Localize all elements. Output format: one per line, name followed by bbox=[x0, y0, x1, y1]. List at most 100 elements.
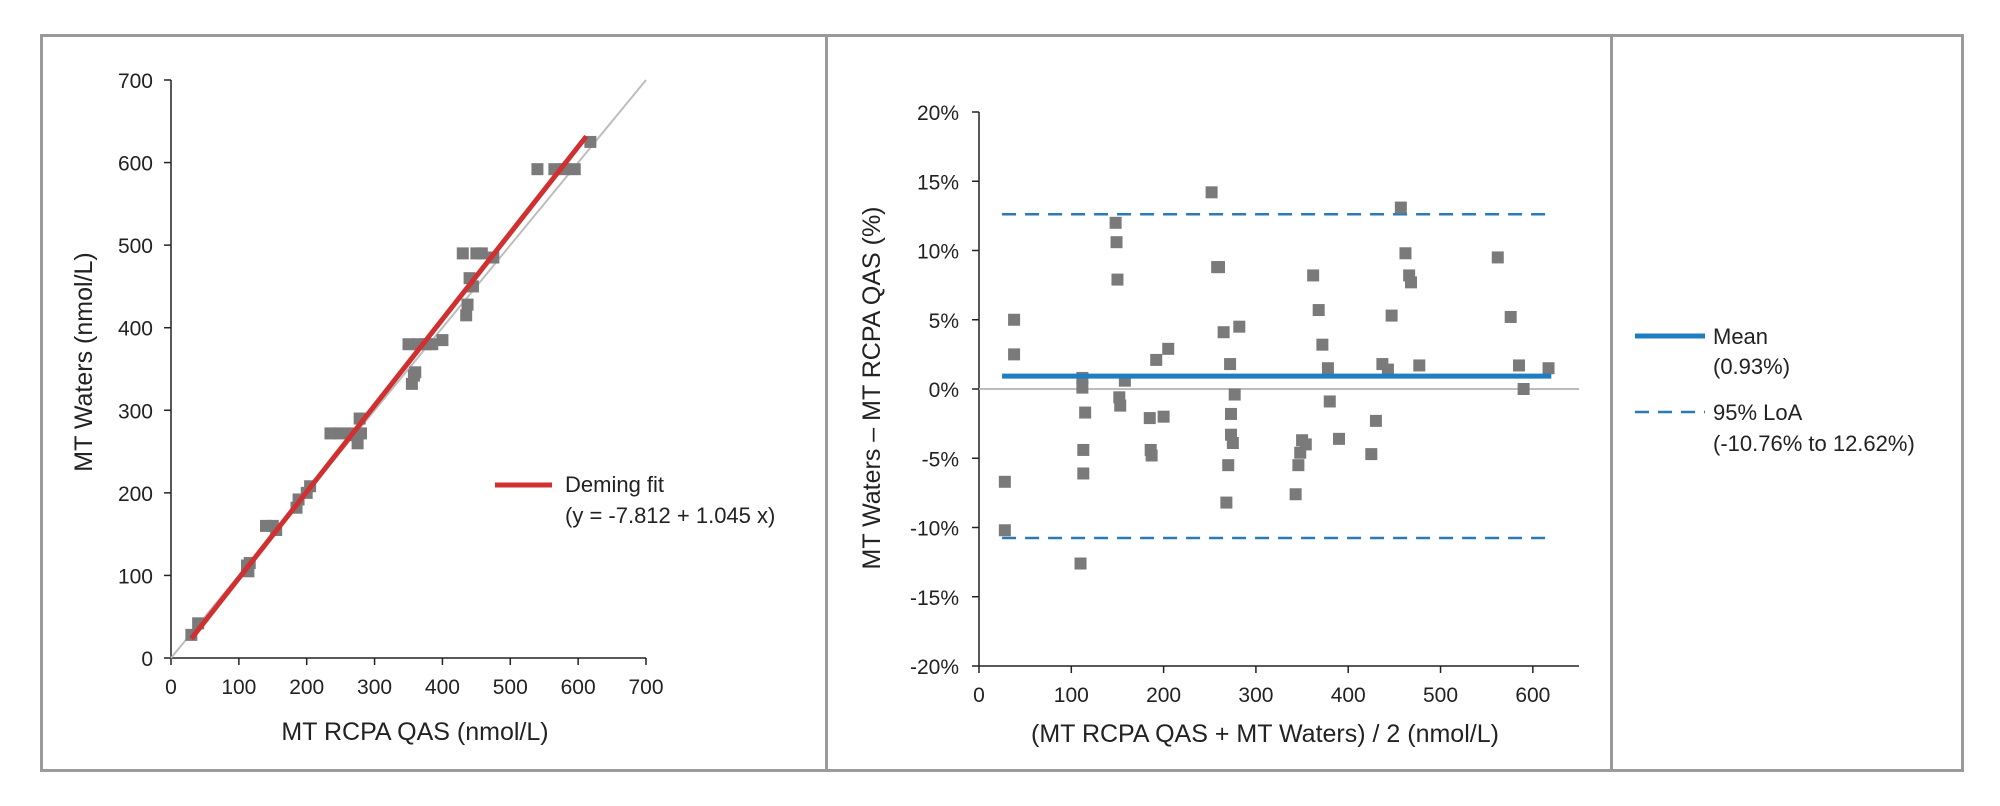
ba-data-point bbox=[1312, 304, 1325, 317]
deming-y-axis-title: MT Waters (nmol/L) bbox=[70, 252, 98, 471]
ba-data-point bbox=[1517, 383, 1530, 395]
deming-data-point bbox=[456, 247, 469, 260]
deming-legend: Deming fit (y = -7.812 + 1.045 x) bbox=[495, 472, 775, 528]
ba-data-point bbox=[1333, 432, 1345, 445]
ba-data-point bbox=[1213, 261, 1225, 274]
ba-data-point bbox=[998, 475, 1011, 488]
figure-frame bbox=[40, 34, 1964, 772]
ba-data-point bbox=[1145, 449, 1158, 462]
ba-data-point bbox=[1323, 395, 1336, 408]
ba-x-tick-label: 600 bbox=[1515, 684, 1550, 707]
ba-data-point bbox=[1077, 467, 1090, 480]
ba-data-point bbox=[1504, 310, 1517, 323]
ba-legend-loa-label: 95% LoA bbox=[1713, 400, 1803, 425]
ba-data-point bbox=[1111, 273, 1124, 286]
ba-data-point bbox=[1405, 276, 1417, 289]
deming-x-tick-label: 0 bbox=[165, 676, 177, 699]
deming-legend-equation: (y = -7.812 + 1.045 x) bbox=[565, 503, 775, 528]
ba-data-point bbox=[1413, 359, 1426, 372]
deming-data-point bbox=[351, 437, 364, 450]
ba-data-point bbox=[1220, 496, 1233, 509]
deming-y-tick-label: 200 bbox=[118, 483, 153, 506]
deming-y-tick-label: 600 bbox=[118, 153, 153, 176]
deming-data-point bbox=[475, 247, 488, 260]
deming-data-point bbox=[531, 163, 544, 176]
deming-y-tick-label: 0 bbox=[141, 648, 153, 671]
ba-data-point bbox=[1079, 406, 1092, 419]
ba-x-axis-title: (MT RCPA QAS + MT Waters) / 2 (nmol/L) bbox=[1031, 720, 1499, 748]
ba-y-tick-label: 15% bbox=[917, 171, 959, 194]
deming-chart: MT RCPA QAS (nmol/L) MT Waters (nmol/L) … bbox=[70, 70, 775, 746]
deming-x-tick-label: 400 bbox=[425, 676, 460, 699]
ba-y-tick-label: -10% bbox=[910, 518, 959, 541]
ba-x-tick-label: 200 bbox=[1146, 684, 1181, 707]
ba-legend-loa-value: (-10.76% to 12.62%) bbox=[1713, 431, 1915, 456]
ba-y-tick-label: 20% bbox=[917, 102, 959, 125]
ba-data-point bbox=[1217, 326, 1230, 339]
ba-data-point bbox=[1292, 459, 1305, 472]
ba-data-point bbox=[1381, 363, 1394, 376]
ba-data-point bbox=[1157, 410, 1170, 423]
ba-data-point bbox=[1385, 309, 1398, 322]
ba-data-point bbox=[1077, 443, 1090, 456]
ba-data-point bbox=[1542, 362, 1555, 375]
deming-data-point bbox=[426, 338, 439, 351]
deming-data-point bbox=[333, 427, 346, 440]
ba-legend: Mean (0.93%) 95% LoA (-10.76% to 12.62%) bbox=[1635, 324, 1915, 456]
deming-x-tick-label: 600 bbox=[561, 676, 596, 699]
deming-y-tick-label: 700 bbox=[118, 70, 153, 93]
ba-x-tick-label: 0 bbox=[973, 684, 985, 707]
ba-y-tick-label: -20% bbox=[910, 656, 959, 679]
ba-y-axis-title: MT Waters – MT RCPA QAS (%) bbox=[858, 206, 886, 569]
ba-y-tick-label: 10% bbox=[917, 241, 959, 264]
ba-data-point bbox=[1109, 216, 1122, 229]
bland-altman-chart: (MT RCPA QAS + MT Waters) / 2 (nmol/L) M… bbox=[858, 102, 1579, 748]
deming-y-tick-label: 400 bbox=[118, 318, 153, 341]
ba-data-point bbox=[1233, 320, 1246, 333]
deming-x-tick-label: 100 bbox=[221, 676, 256, 699]
deming-y-tick-label: 500 bbox=[118, 235, 153, 258]
ba-data-point bbox=[1008, 313, 1021, 326]
ba-data-point bbox=[1076, 381, 1089, 394]
ba-y-tick-label: -15% bbox=[910, 587, 959, 610]
ba-legend-mean-value: (0.93%) bbox=[1713, 354, 1790, 379]
ba-data-point bbox=[1316, 338, 1329, 351]
ba-data-point bbox=[1307, 269, 1320, 282]
deming-y-tick-label: 300 bbox=[118, 400, 153, 423]
ba-data-point bbox=[998, 524, 1011, 537]
ba-x-tick-label: 300 bbox=[1238, 684, 1273, 707]
ba-y-tick-label: -5% bbox=[922, 448, 959, 471]
ba-data-point bbox=[1369, 414, 1382, 427]
deming-data-point bbox=[460, 309, 473, 322]
ba-data-point bbox=[1150, 353, 1163, 366]
deming-data-point bbox=[461, 298, 474, 311]
ba-data-point bbox=[1491, 251, 1504, 264]
ba-y-tick-label: 0% bbox=[929, 379, 959, 402]
deming-x-tick-label: 500 bbox=[493, 676, 528, 699]
deming-x-axis-title: MT RCPA QAS (nmol/L) bbox=[281, 718, 548, 746]
panel-divider bbox=[825, 34, 828, 772]
ba-data-point bbox=[1321, 362, 1334, 375]
ba-data-point bbox=[1513, 359, 1525, 372]
ba-data-point bbox=[1143, 412, 1156, 425]
ba-data-point bbox=[1399, 247, 1412, 260]
ba-data-point bbox=[1289, 488, 1302, 501]
panel-divider bbox=[1610, 34, 1613, 772]
ba-y-tick-label: 5% bbox=[929, 310, 959, 333]
deming-y-tick-label: 100 bbox=[118, 565, 153, 588]
ba-x-tick-label: 100 bbox=[1054, 684, 1089, 707]
ba-data-point bbox=[1205, 186, 1218, 199]
ba-data-point bbox=[1225, 407, 1237, 420]
deming-x-tick-label: 700 bbox=[628, 676, 663, 699]
ba-data-point bbox=[1224, 358, 1237, 371]
deming-data-point bbox=[402, 338, 415, 351]
deming-data-point bbox=[409, 366, 422, 379]
deming-legend-label: Deming fit bbox=[565, 472, 664, 497]
ba-x-tick-label: 400 bbox=[1331, 684, 1366, 707]
deming-data-point bbox=[436, 334, 449, 347]
ba-data-point bbox=[1110, 236, 1123, 249]
ba-data-point bbox=[1114, 399, 1127, 412]
deming-x-tick-label: 300 bbox=[357, 676, 392, 699]
ba-legend-mean-label: Mean bbox=[1713, 324, 1768, 349]
